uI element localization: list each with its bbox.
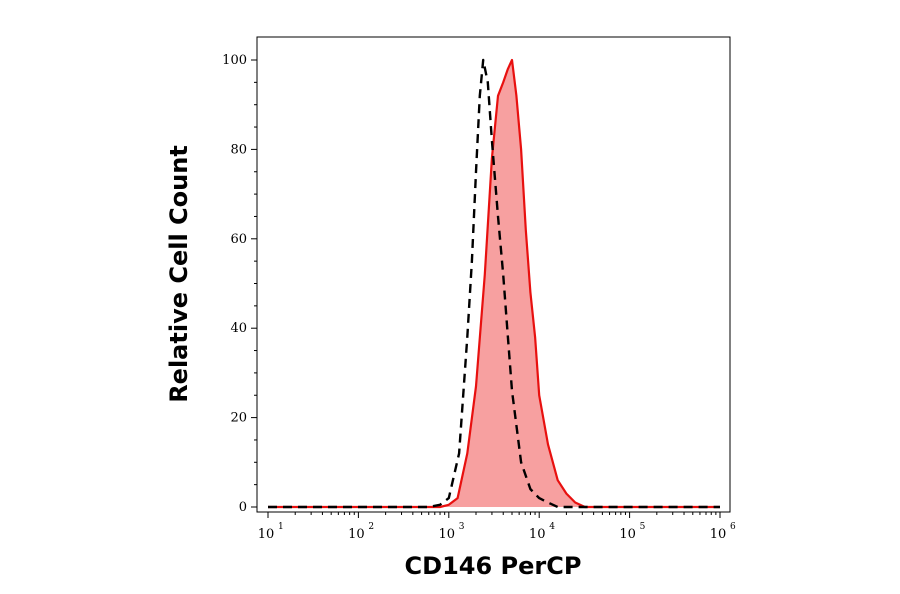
x-tick-exponent: 5 bbox=[640, 522, 646, 532]
x-tick-label: 10 bbox=[529, 527, 546, 542]
y-tick-label: 40 bbox=[230, 321, 247, 336]
stained-series-line bbox=[268, 58, 720, 509]
control-series-line bbox=[268, 58, 720, 509]
x-tick-exponent: 6 bbox=[730, 522, 736, 532]
y-axis-title: Relative Cell Count bbox=[165, 145, 193, 403]
x-tick-exponent: 4 bbox=[549, 522, 555, 532]
y-tick-label: 0 bbox=[239, 500, 247, 515]
x-tick-label: 10 bbox=[619, 527, 636, 542]
y-tick-label: 60 bbox=[230, 232, 247, 247]
plot-frame bbox=[256, 36, 731, 513]
y-tick-label: 100 bbox=[222, 53, 247, 68]
y-tick-label: 20 bbox=[230, 411, 247, 426]
x-tick-exponent: 2 bbox=[368, 522, 374, 532]
x-axis-title: CD146 PerCP bbox=[405, 552, 582, 580]
x-tick-label: 10 bbox=[258, 527, 275, 542]
y-tick-label: 80 bbox=[230, 142, 247, 157]
x-tick-label: 10 bbox=[710, 527, 727, 542]
x-tick-label: 10 bbox=[439, 527, 456, 542]
stained-area-fill bbox=[268, 60, 720, 507]
x-tick-exponent: 3 bbox=[459, 522, 465, 532]
x-tick-exponent: 1 bbox=[278, 522, 284, 532]
x-tick-label: 10 bbox=[348, 527, 365, 542]
